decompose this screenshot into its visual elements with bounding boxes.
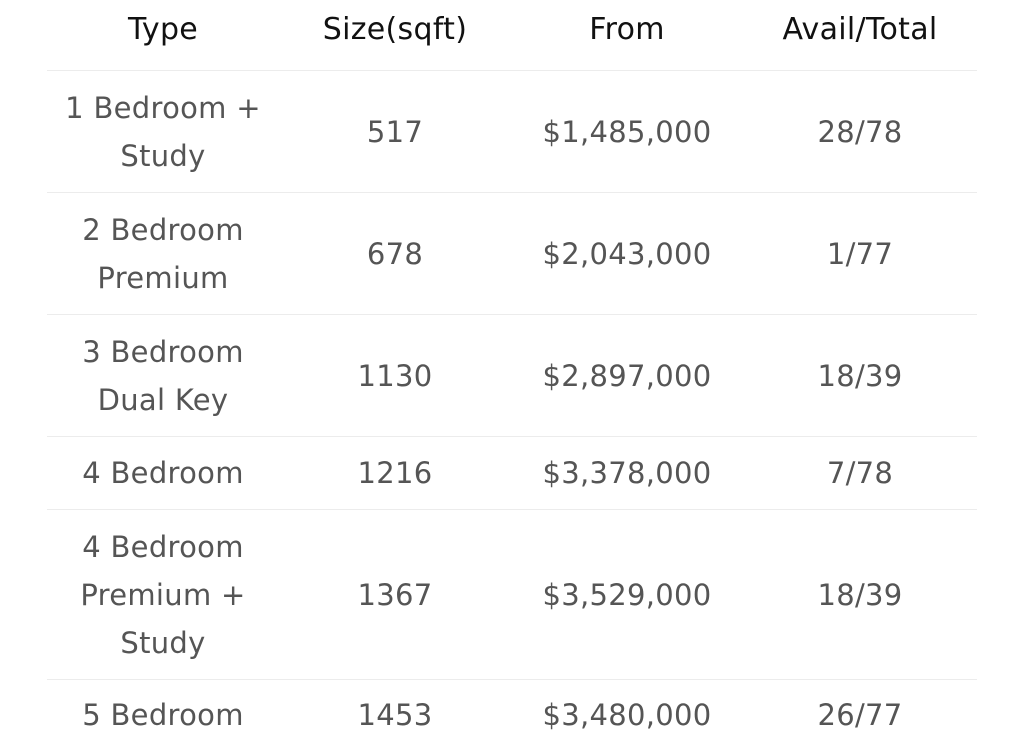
size-cell: 517: [279, 71, 511, 193]
table-row: 2 Bedroom Premium 678 $2,043,000 1/77: [47, 193, 977, 315]
size-cell: 1216: [279, 437, 511, 510]
price-cell: $3,480,000: [511, 680, 743, 750]
unit-type-cell: 4 Bedroom Premium + Study: [47, 510, 279, 680]
column-header-type: Type: [47, 0, 279, 71]
size-cell: 1367: [279, 510, 511, 680]
availability-cell: 18/39: [743, 315, 977, 437]
column-header-label: Avail/Total: [782, 12, 937, 47]
table-row: 3 Bedroom Dual Key 1130 $2,897,000 18/39: [47, 315, 977, 437]
unit-type-cell: 4 Bedroom: [47, 437, 279, 510]
column-header-label: Type: [128, 12, 198, 47]
table-row: 4 Bedroom Premium + Study 1367 $3,529,00…: [47, 510, 977, 680]
unit-type-text: 2 Bedroom Premium: [63, 206, 263, 302]
column-header-avail-total: Avail/Total: [743, 0, 977, 71]
availability-cell: 7/78: [743, 437, 977, 510]
price-cell: $1,485,000: [511, 71, 743, 193]
availability-cell: 28/78: [743, 71, 977, 193]
availability-cell: 18/39: [743, 510, 977, 680]
price-cell: $2,897,000: [511, 315, 743, 437]
unit-type-cell: 2 Bedroom Premium: [47, 193, 279, 315]
table-row: 1 Bedroom + Study 517 $1,485,000 28/78: [47, 71, 977, 193]
unit-type-cell: 3 Bedroom Dual Key: [47, 315, 279, 437]
unit-type-cell: 1 Bedroom + Study: [47, 71, 279, 193]
size-cell: 1130: [279, 315, 511, 437]
unit-type-cell: 5 Bedroom: [47, 680, 279, 750]
unit-type-text: 3 Bedroom Dual Key: [63, 328, 263, 424]
price-cell: $2,043,000: [511, 193, 743, 315]
size-cell: 1453: [279, 680, 511, 750]
table-header-row: Type Size(sqft) From Avail/Total: [47, 0, 977, 71]
availability-cell: 26/77: [743, 680, 977, 750]
unit-type-text: 5 Bedroom: [63, 691, 263, 739]
column-header-label: From: [589, 12, 665, 47]
column-header-size: Size(sqft): [279, 0, 511, 71]
unit-type-text: 4 Bedroom Premium + Study: [63, 523, 263, 667]
table-row: 5 Bedroom 1453 $3,480,000 26/77: [47, 680, 977, 750]
unit-price-table: Type Size(sqft) From Avail/Total 1 Bedro…: [47, 0, 977, 750]
table-header: Type Size(sqft) From Avail/Total: [47, 0, 977, 71]
price-cell: $3,529,000: [511, 510, 743, 680]
table-body: 1 Bedroom + Study 517 $1,485,000 28/78 2…: [47, 71, 977, 750]
price-cell: $3,378,000: [511, 437, 743, 510]
size-cell: 678: [279, 193, 511, 315]
unit-type-text: 1 Bedroom + Study: [63, 84, 263, 180]
column-header-from: From: [511, 0, 743, 71]
availability-cell: 1/77: [743, 193, 977, 315]
unit-type-text: 4 Bedroom: [63, 449, 263, 497]
unit-price-table-container: Type Size(sqft) From Avail/Total 1 Bedro…: [47, 0, 977, 750]
table-row: 4 Bedroom 1216 $3,378,000 7/78: [47, 437, 977, 510]
column-header-label: Size(sqft): [323, 12, 467, 47]
